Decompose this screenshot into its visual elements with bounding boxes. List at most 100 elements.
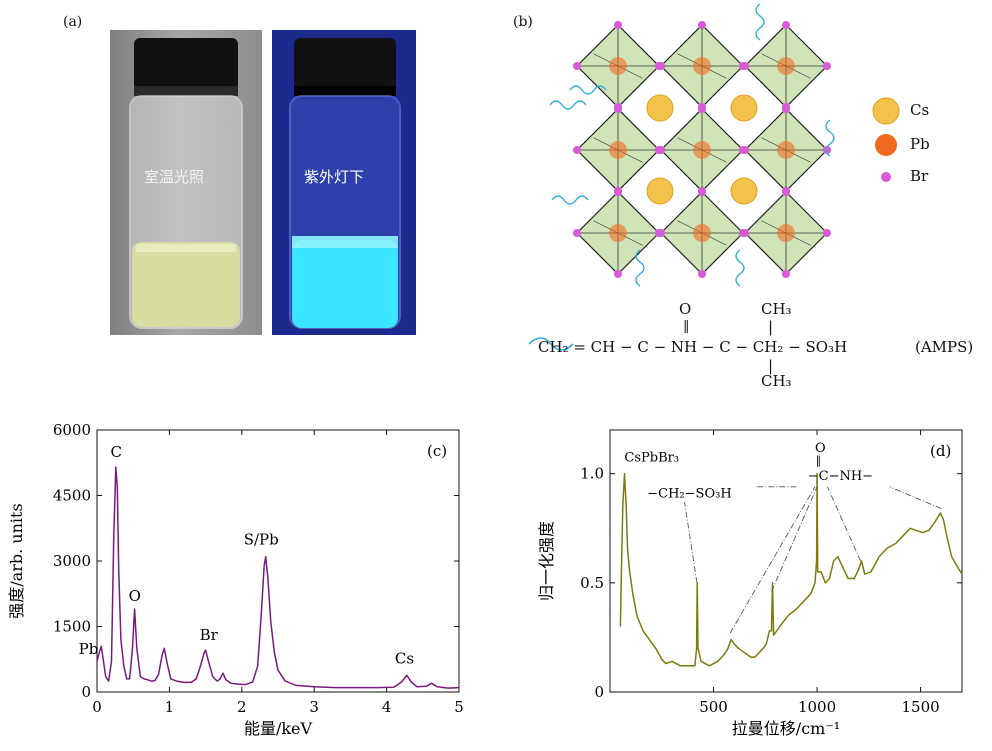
legend-label-cs: Cs [910, 101, 930, 119]
x-tick-label: 500 [699, 698, 728, 716]
formula-ligand-name: (AMPS) [915, 338, 974, 356]
peak-annotation-cspbbr3: CsPbBr₃ [624, 450, 679, 465]
ligand-chain [735, 249, 745, 287]
br-atom [823, 146, 831, 154]
y-tick-label: 4500 [53, 487, 91, 505]
br-atom [823, 62, 831, 70]
y-tick-label: 0 [81, 683, 91, 701]
formula-bottom-ch3: CH₃ [761, 372, 792, 390]
panel-label: (d) [930, 442, 951, 460]
x-tick-label: 4 [382, 698, 392, 716]
formula-top-ch3: CH₃ [761, 300, 792, 318]
y-tick-label: 6000 [53, 421, 91, 439]
x-tick-label: 0 [92, 698, 102, 716]
legend-marker-br [881, 172, 891, 182]
formula-top-o: O [679, 300, 692, 318]
br-atom [614, 270, 622, 278]
x-tick-label: 1500 [901, 698, 939, 716]
x-axis-label: 能量/keV [244, 719, 313, 738]
y-tick-label: 3000 [53, 552, 91, 570]
formula-double-bond: ‖ [683, 319, 690, 334]
br-atom [741, 146, 749, 154]
x-tick-label: 2 [237, 698, 247, 716]
br-atom [782, 21, 790, 29]
annotation-leader-line [684, 501, 698, 583]
br-atom [657, 229, 665, 237]
br-atom [614, 105, 622, 113]
annotation-leader-line [771, 486, 818, 592]
chart-d-raman: 500 1000 1500 0 0.5 1.0 拉曼位移/cm⁻¹ 归一化强度 (d) CsPbB… [537, 429, 963, 738]
br-atom [657, 62, 665, 70]
x-tick-label: 1000 [798, 698, 836, 716]
peak-annotation-amide: −C−NH− [808, 469, 873, 484]
formula-bottom-bond: | [768, 357, 774, 375]
annotation-leader-line [827, 486, 861, 562]
legend-marker-pb [875, 134, 897, 156]
legend-label-pb: Pb [910, 135, 930, 153]
pb-atom [777, 141, 795, 159]
y-axis-label: 归一化强度 [537, 521, 556, 601]
br-atom [782, 105, 790, 113]
ligand-chain [825, 119, 835, 157]
peak-annotation: Br [200, 626, 219, 644]
br-atom [698, 188, 706, 196]
pb-atom [777, 57, 795, 75]
pb-atom [609, 224, 627, 242]
ligand-chain [549, 100, 587, 110]
pb-atom [609, 57, 627, 75]
formula-main-chain: CH₂ = CH − C − NH − C − CH₂ − SO₃H [538, 338, 848, 356]
ligand-chain [635, 249, 645, 287]
amps-formula: O ‖ CH₃ | CH₂ = CH − C − NH − C − CH₂ − … [538, 300, 990, 390]
spectrum-line [96, 466, 460, 689]
br-atom [698, 21, 706, 29]
br-atom [741, 229, 749, 237]
vial-room-light-caption: 室温光照 [144, 168, 205, 186]
perovskite-structure [549, 3, 835, 287]
ligand-chain [569, 85, 607, 95]
pb-atom [693, 224, 711, 242]
cs-atom [646, 94, 674, 122]
br-atom [741, 62, 749, 70]
structure-legend: Cs Pb Br [870, 95, 980, 195]
panel-label: (c) [427, 442, 447, 460]
br-atom [573, 229, 581, 237]
vial-room-light-illustration [129, 38, 243, 329]
cs-atom [646, 177, 674, 205]
pb-atom [693, 57, 711, 75]
double-bond-mark: ‖ [816, 454, 822, 468]
br-atom [698, 105, 706, 113]
br-atom [823, 229, 831, 237]
peak-annotation-o: O [815, 441, 826, 456]
legend-marker-cs [872, 97, 900, 125]
panel-label-b: (b) [513, 14, 533, 30]
br-atom [657, 146, 665, 154]
br-atom [573, 146, 581, 154]
x-axis-label: 拉曼位移/cm⁻¹ [732, 719, 840, 738]
y-axis-label: 强度/arb. units [7, 503, 26, 618]
spectrum-line [619, 472, 963, 667]
peak-annotation: Pb [79, 640, 99, 658]
cs-atom [730, 177, 758, 205]
pb-atom [777, 224, 795, 242]
br-atom [782, 270, 790, 278]
br-atom [782, 188, 790, 196]
chart-c-eds: 0 1 2 3 4 5 0 1500 3000 4500 6000 能量/keV 强度/arb. uni… [7, 421, 464, 738]
ligand-chain [551, 195, 589, 205]
pb-atom [609, 141, 627, 159]
cs-atom [730, 94, 758, 122]
peak-annotation: Cs [395, 649, 414, 667]
x-tick-label: 5 [454, 698, 464, 716]
br-atom [573, 62, 581, 70]
y-tick-label: 0 [594, 683, 604, 701]
y-tick-label: 1500 [53, 618, 91, 636]
vial-photo-room-light: 室温光照 [110, 30, 262, 335]
annotation-leader-line [889, 486, 942, 510]
ampsformula-wave-icon [528, 337, 574, 351]
x-tick-label: 3 [309, 698, 319, 716]
vial-uv-light-caption: 紫外灯下 [304, 168, 365, 186]
br-atom [698, 270, 706, 278]
panel-label-a: (a) [63, 14, 83, 30]
legend-markers [872, 97, 900, 182]
pb-atom [693, 141, 711, 159]
y-tick-label: 0.5 [580, 574, 604, 592]
